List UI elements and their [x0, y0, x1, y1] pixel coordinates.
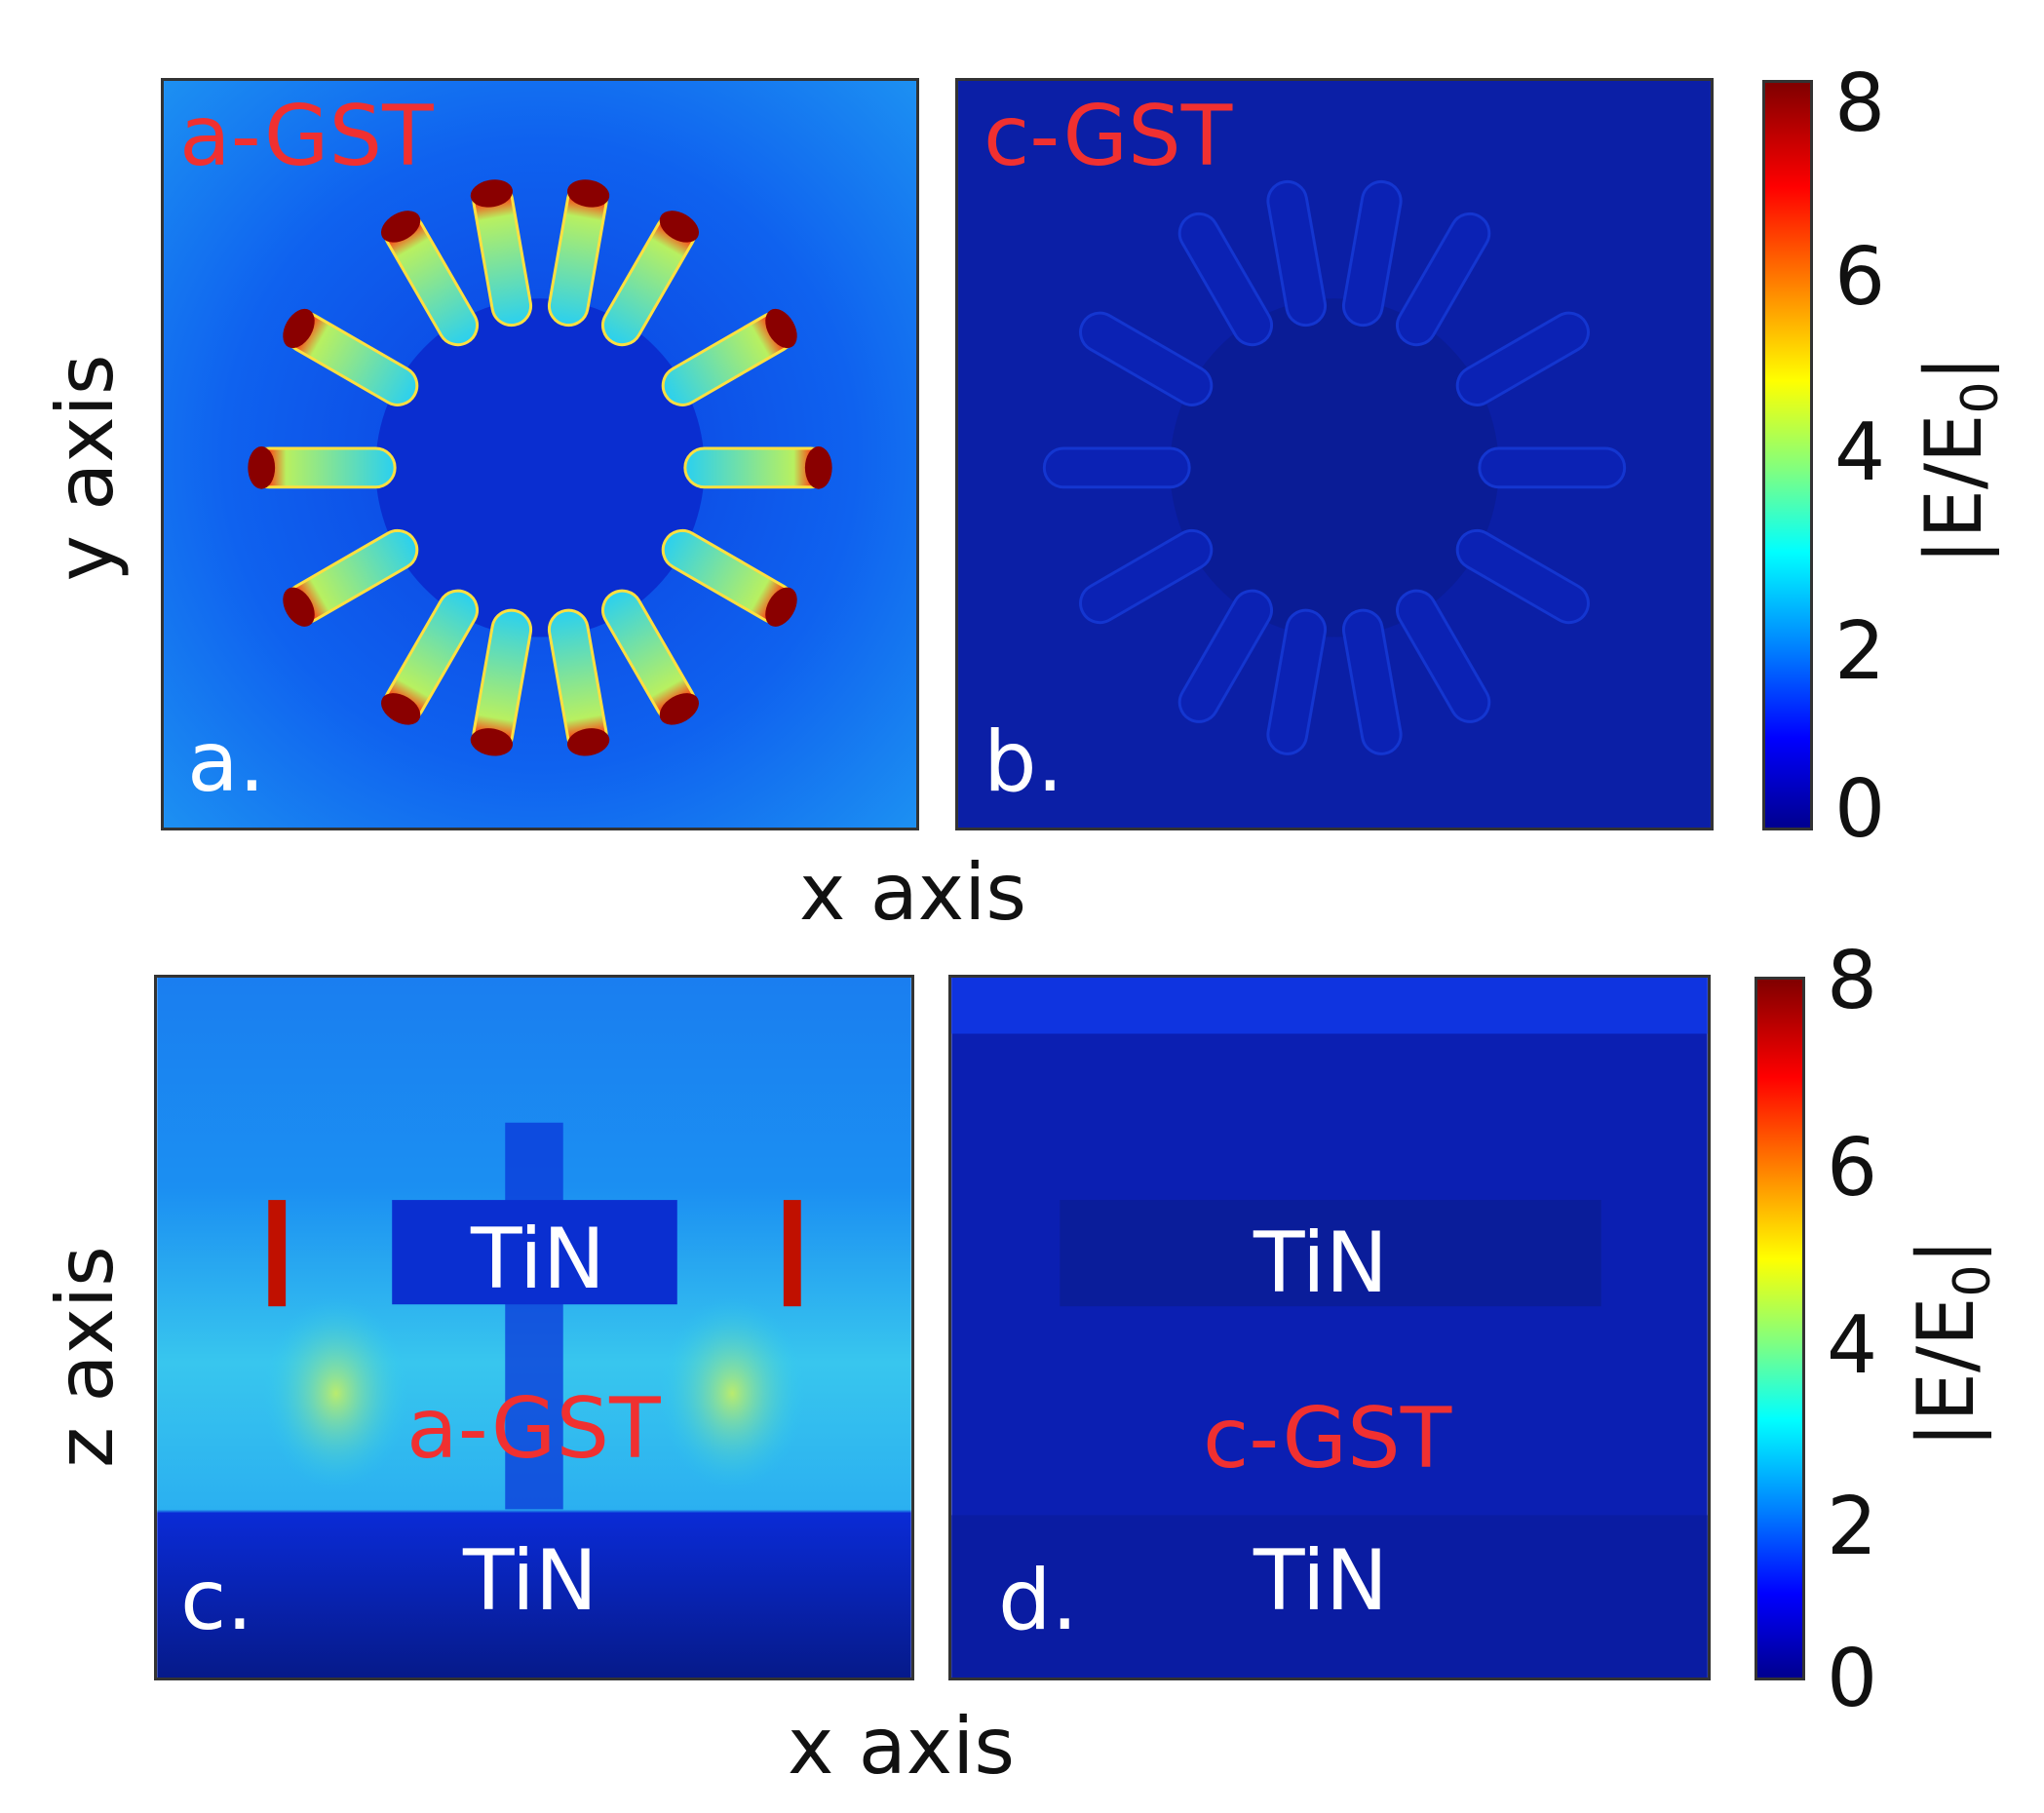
heatmap-b-field [958, 81, 1711, 828]
panel-letter-a: a. [187, 714, 266, 811]
colorbar-title-end: | [1909, 355, 1999, 382]
rod-8 [1079, 311, 1214, 406]
top-band [951, 978, 1708, 1034]
top-x-axis-label: x axis [799, 847, 1027, 938]
material-label-a: a-GST [179, 88, 434, 185]
colorbar-title-sub: 0 [1944, 1264, 2002, 1297]
heatmap-a-field [164, 81, 916, 828]
rod-group-b [1042, 179, 1627, 755]
colorbar-top-tick-6: 6 [1834, 231, 1886, 324]
rod-12 [601, 211, 700, 347]
colorbar-title-sub: 0 [1951, 381, 2010, 414]
rod-2 [601, 589, 700, 725]
colorbar-bottom-tick-4: 4 [1827, 1299, 1878, 1392]
rod-0 [683, 446, 832, 489]
edge-left [268, 1200, 287, 1307]
center-disk [1170, 298, 1499, 637]
material-label-b: c-GST [983, 88, 1233, 185]
rod-13 [1455, 311, 1590, 406]
rod-8 [283, 308, 419, 406]
tin-label-bottom-c: TiN [463, 1532, 598, 1630]
panel-letter-c: c. [180, 1552, 253, 1649]
colorbar-title-text: |E/E [1901, 1296, 1991, 1448]
material-label-d: c-GST [1203, 1390, 1452, 1487]
rod-10 [470, 179, 533, 328]
colorbar-title-text: |E/E [1909, 413, 1999, 565]
edge-right [783, 1200, 801, 1307]
rod-2 [1396, 589, 1491, 723]
rod-5 [1177, 589, 1273, 723]
colorbar-top-tick-4: 4 [1834, 406, 1886, 499]
rod-1 [1455, 528, 1590, 625]
bottom-x-axis-label: x axis [788, 1701, 1016, 1792]
rod-11 [547, 179, 610, 328]
tin-label-bottom-d: TiN [1253, 1532, 1389, 1630]
top-y-axis-label: y axis [40, 354, 131, 582]
top-tin-block [392, 1200, 677, 1305]
rod-11 [1341, 179, 1403, 328]
heatmap-panel-c: TiN a-GST TiN c. [154, 975, 914, 1680]
rod-4 [1266, 608, 1328, 755]
tin-label-top-d: TiN [1253, 1215, 1389, 1312]
rod-5 [380, 589, 479, 725]
rod-group-a [248, 179, 832, 756]
rod-4 [470, 608, 533, 756]
colorbar-bottom-tick-2: 2 [1827, 1481, 1878, 1573]
top-tin-block [1060, 1200, 1601, 1307]
bottom-y-axis-label: z axis [40, 1246, 131, 1468]
rod-0 [1478, 446, 1627, 489]
colorbar-title-end: | [1901, 1238, 1991, 1265]
heatmap-c-field [157, 978, 911, 1678]
colorbar-bottom-title: |E/E0| [1901, 1197, 2002, 1489]
center-disk [375, 298, 705, 637]
rod-10 [1266, 179, 1328, 328]
rod-3 [547, 608, 610, 756]
colorbar-bottom-tick-6: 6 [1827, 1122, 1878, 1215]
tin-label-top-c: TiN [471, 1211, 606, 1308]
rod-9 [1177, 212, 1273, 347]
colorbar-top-tick-2: 2 [1834, 605, 1886, 698]
colorbar-top-tick-0: 0 [1834, 763, 1886, 856]
heatmap-panel-d: TiN c-GST TiN d. [948, 975, 1711, 1680]
rod-7 [1042, 446, 1191, 489]
rod-12 [1396, 212, 1491, 347]
material-label-c: a-GST [406, 1380, 661, 1478]
rod-13 [661, 308, 797, 406]
panel-letter-d: d. [998, 1552, 1078, 1649]
hotspot-right [659, 1296, 805, 1490]
heatmap-panel-b: c-GST b. [955, 78, 1714, 830]
rod-6 [283, 528, 419, 627]
colorbar-bottom-tick-8: 8 [1827, 935, 1878, 1027]
panel-letter-b: b. [983, 714, 1063, 811]
heatmap-d-field [951, 978, 1708, 1678]
colorbar-bottom-tick-0: 0 [1827, 1633, 1878, 1725]
colorbar-bottom [1755, 977, 1805, 1680]
bottom-band [951, 1515, 1708, 1678]
center-column [505, 1122, 563, 1510]
rod-7 [248, 446, 397, 489]
rod-6 [1079, 528, 1214, 625]
heatmap-panel-a: a-GST a. [161, 78, 919, 830]
colorbar-top [1762, 80, 1813, 830]
colorbar-top-tick-8: 8 [1834, 58, 1886, 150]
rod-1 [661, 528, 797, 627]
hotspot-left [263, 1296, 409, 1490]
colorbar-top-title: |E/E0| [1909, 314, 2010, 606]
rod-3 [1341, 608, 1403, 755]
rod-9 [380, 211, 479, 347]
